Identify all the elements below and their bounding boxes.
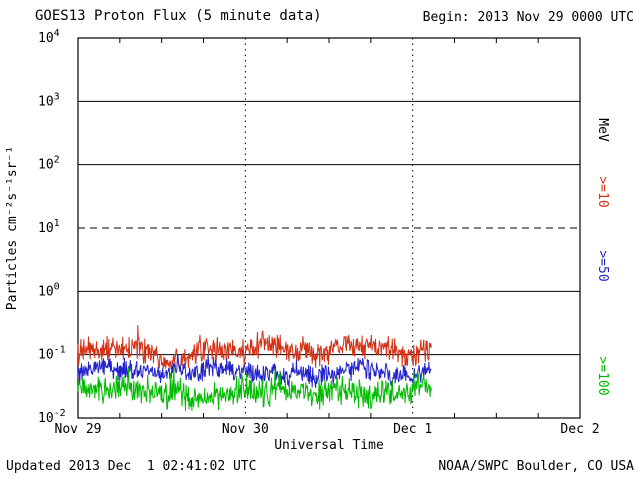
series-threshold-label: >=100 bbox=[595, 356, 610, 395]
series-threshold-label: >=10 bbox=[595, 176, 610, 207]
plot-frame bbox=[77, 37, 581, 419]
trace->=100 bbox=[77, 366, 432, 411]
trace->=10 bbox=[77, 325, 432, 370]
chart-title: GOES13 Proton Flux (5 minute data) bbox=[35, 8, 322, 24]
x-axis-title: Universal Time bbox=[274, 438, 384, 453]
y-tick-label: 101 bbox=[38, 218, 60, 236]
updated-timestamp: Updated 2013 Dec 1 02:41:02 UTC bbox=[6, 459, 257, 474]
source-attribution: NOAA/SWPC Boulder, CO USA bbox=[438, 459, 634, 474]
right-axis-unit-label: MeV bbox=[595, 118, 610, 142]
series-threshold-label: >=50 bbox=[595, 250, 610, 281]
x-tick-label: Dec 2 bbox=[560, 422, 599, 437]
y-axis-title: Particles cm⁻²s⁻¹sr⁻¹ bbox=[5, 146, 20, 310]
x-tick-label: Nov 29 bbox=[55, 422, 102, 437]
y-tick-label: 103 bbox=[38, 91, 60, 109]
x-tick-label: Nov 30 bbox=[222, 422, 269, 437]
y-tick-label: 10-1 bbox=[38, 345, 66, 363]
trace->=50 bbox=[77, 354, 432, 388]
y-tick-label: 102 bbox=[38, 155, 60, 173]
begin-time-label: Begin: 2013 Nov 29 0000 UTC bbox=[422, 10, 634, 25]
y-tick-label: 100 bbox=[38, 281, 60, 299]
x-tick-label: Dec 1 bbox=[393, 422, 432, 437]
y-tick-label: 104 bbox=[38, 28, 60, 46]
